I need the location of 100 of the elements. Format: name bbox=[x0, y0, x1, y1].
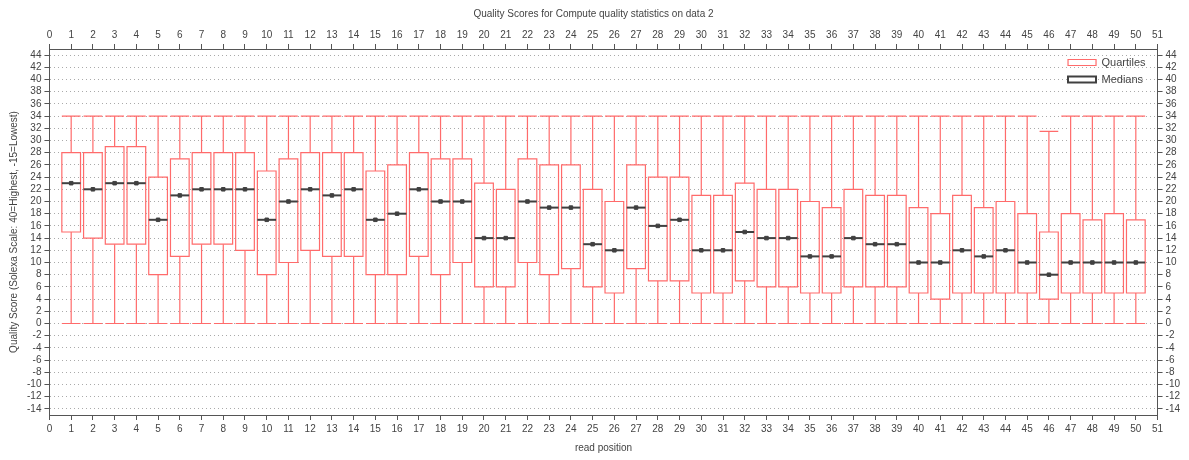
y-tick-label: 20 bbox=[30, 195, 42, 207]
y-tick-label: 0 bbox=[35, 317, 42, 329]
x2-tick-label: 8 bbox=[220, 28, 227, 40]
y-tick-label: 4 bbox=[35, 292, 42, 304]
y-tick-label: -6 bbox=[32, 353, 42, 365]
y-tick-label: 26 bbox=[30, 158, 42, 170]
y2-tick-label: 38 bbox=[1165, 85, 1178, 97]
x-tick-label: 10 bbox=[261, 422, 273, 434]
x2-tick-label: 39 bbox=[891, 28, 903, 40]
x2-tick-label: 7 bbox=[198, 28, 205, 40]
y-tick-label: 10 bbox=[30, 256, 42, 268]
x2-tick-label: 25 bbox=[587, 28, 599, 40]
x2-tick-label: 28 bbox=[652, 28, 664, 40]
x2-tick-label: 38 bbox=[869, 28, 882, 40]
x2-tick-label: 32 bbox=[739, 28, 751, 40]
x2-tick-label: 11 bbox=[283, 28, 295, 40]
y2-tick-label: 6 bbox=[1165, 280, 1172, 292]
y2-tick-label: 12 bbox=[1165, 244, 1178, 256]
x2-tick-label: 37 bbox=[847, 28, 860, 40]
x-tick-label: 39 bbox=[891, 422, 903, 434]
x-tick-label: 0 bbox=[46, 422, 53, 434]
y-tick-label: 38 bbox=[30, 85, 42, 97]
x-tick-label: 28 bbox=[652, 422, 664, 434]
x-tick-label: 30 bbox=[695, 422, 708, 434]
x-tick-label: 26 bbox=[608, 422, 621, 434]
x2-tick-label: 19 bbox=[456, 28, 469, 40]
y-tick-label: 8 bbox=[35, 268, 42, 280]
x2-tick-label: 22 bbox=[521, 28, 534, 40]
x2-tick-label: 17 bbox=[413, 28, 425, 40]
y2-tick-label: 44 bbox=[1165, 48, 1178, 60]
y-tick-label: 18 bbox=[30, 207, 42, 219]
x2-tick-label: 33 bbox=[760, 28, 773, 40]
y-tick-label: 32 bbox=[30, 122, 42, 134]
x-tick-label: 49 bbox=[1108, 422, 1121, 434]
x-tick-label: 11 bbox=[283, 422, 295, 434]
x2-tick-label: 10 bbox=[261, 28, 273, 40]
y2-tick-label: 4 bbox=[1165, 292, 1172, 304]
x2-tick-label: 46 bbox=[1043, 28, 1055, 40]
y2-tick-label: 34 bbox=[1165, 109, 1178, 121]
x-tick-label: 17 bbox=[413, 422, 425, 434]
y2-tick-label: 2 bbox=[1165, 305, 1172, 317]
x-tick-label: 24 bbox=[565, 422, 577, 434]
x-tick-label: 4 bbox=[133, 422, 140, 434]
chart-title: Quality Scores for Compute quality statistics on data 2 bbox=[473, 7, 714, 19]
x2-tick-label: 18 bbox=[434, 28, 447, 40]
x2-tick-label: 50 bbox=[1130, 28, 1142, 40]
y2-tick-label: 42 bbox=[1165, 61, 1178, 73]
x2-tick-label: 47 bbox=[1065, 28, 1077, 40]
y2-tick-label: -4 bbox=[1165, 341, 1175, 353]
y-tick-label: 42 bbox=[30, 61, 42, 73]
x2-tick-label: 12 bbox=[304, 28, 317, 40]
y-axis-title: Quality Score (Solexa Scale: 40=Highest, -15=Lowest) bbox=[7, 111, 19, 353]
y-tick-label: 2 bbox=[35, 305, 42, 317]
x-tick-label: 12 bbox=[304, 422, 317, 434]
x-tick-label: 15 bbox=[369, 422, 382, 434]
x2-tick-label: 9 bbox=[242, 28, 249, 40]
x-tick-label: 7 bbox=[198, 422, 205, 434]
x-tick-label: 27 bbox=[630, 422, 643, 434]
y2-tick-label: 10 bbox=[1165, 256, 1178, 268]
y2-tick-label: 20 bbox=[1165, 195, 1178, 207]
x2-tick-label: 6 bbox=[177, 28, 184, 40]
x2-tick-label: 26 bbox=[608, 28, 621, 40]
x2-tick-label: 29 bbox=[673, 28, 686, 40]
x2-tick-label: 0 bbox=[46, 28, 53, 40]
y2-tick-label: 0 bbox=[1165, 317, 1172, 329]
x2-tick-label: 31 bbox=[717, 28, 729, 40]
x-tick-label: 33 bbox=[760, 422, 773, 434]
y-tick-label: 24 bbox=[30, 170, 42, 182]
x-tick-label: 20 bbox=[478, 422, 490, 434]
y-tick-label: -8 bbox=[32, 366, 42, 378]
x-tick-label: 51 bbox=[1151, 422, 1164, 434]
y2-tick-label: -8 bbox=[1165, 366, 1175, 378]
x-tick-label: 23 bbox=[543, 422, 556, 434]
y-tick-label: -14 bbox=[27, 402, 42, 414]
x-tick-label: 47 bbox=[1065, 422, 1077, 434]
x2-tick-label: 24 bbox=[565, 28, 577, 40]
y-tick-label: 14 bbox=[30, 231, 42, 243]
x-tick-label: 41 bbox=[934, 422, 947, 434]
y2-tick-label: 40 bbox=[1165, 73, 1178, 85]
x2-tick-label: 45 bbox=[1021, 28, 1034, 40]
y-tick-label: 30 bbox=[30, 134, 42, 146]
y-tick-label: 44 bbox=[30, 48, 42, 60]
x-tick-label: 44 bbox=[999, 422, 1012, 434]
y-tick-label: 22 bbox=[30, 183, 42, 195]
y2-tick-label: 24 bbox=[1165, 170, 1178, 182]
y2-tick-label: 18 bbox=[1165, 207, 1178, 219]
y2-tick-label: 22 bbox=[1165, 183, 1178, 195]
x2-tick-label: 13 bbox=[326, 28, 338, 40]
y-tick-label: -4 bbox=[32, 341, 42, 353]
y-tick-label: -10 bbox=[27, 378, 42, 390]
x-tick-label: 5 bbox=[155, 422, 162, 434]
y2-tick-label: -14 bbox=[1165, 402, 1181, 414]
x2-tick-label: 27 bbox=[630, 28, 643, 40]
x-tick-label: 32 bbox=[739, 422, 751, 434]
x-tick-label: 50 bbox=[1130, 422, 1142, 434]
y2-tick-label: 8 bbox=[1165, 268, 1172, 280]
x2-tick-label: 34 bbox=[782, 28, 795, 40]
x2-tick-label: 5 bbox=[155, 28, 162, 40]
x-axis-title: read position bbox=[574, 441, 633, 453]
x2-tick-label: 43 bbox=[978, 28, 990, 40]
